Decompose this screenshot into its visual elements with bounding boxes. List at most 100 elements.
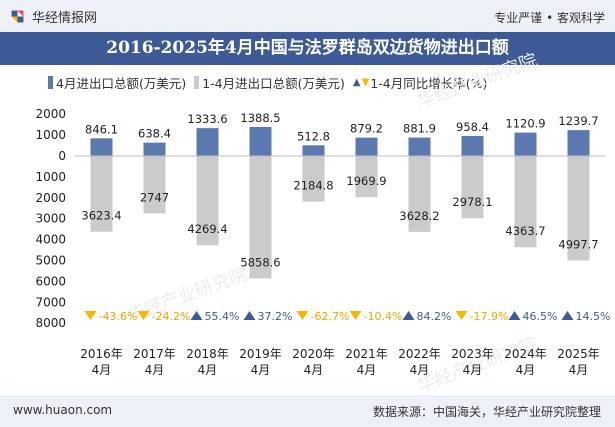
growth-label: -24.2% xyxy=(152,310,191,323)
data-label-cumulative: 2747 xyxy=(140,190,169,204)
down-triangle-icon: ▼ xyxy=(361,77,370,88)
data-label-cumulative: 2184.8 xyxy=(293,179,333,193)
y-tick-label: 6000 xyxy=(35,274,66,288)
category-label: 2025年 4月 xyxy=(557,347,600,377)
y-tick-label: 5000 xyxy=(35,254,66,268)
chart-area: 华经产业研究院华经产业研究院华经产业研究院2000100001000200030… xyxy=(35,50,611,395)
bar-cumulative xyxy=(408,156,431,232)
data-label-cumulative: 4997.7 xyxy=(558,237,598,251)
growth-label: 37.2% xyxy=(258,310,293,323)
bar-cumulative xyxy=(567,156,590,261)
growth-label: -43.6% xyxy=(99,310,138,323)
category-label: 2017年 4月 xyxy=(133,347,176,377)
bar-april xyxy=(461,135,484,156)
legend-item-cumulative[interactable]: 1-4月进出口总额(万美元) xyxy=(194,73,345,92)
category-label: 2022年 4月 xyxy=(398,347,441,377)
legend-label-april: 4月进出口总额(万美元) xyxy=(56,76,187,91)
bar-april xyxy=(196,128,219,156)
bar-april xyxy=(90,138,113,156)
category-label: 2021年 4月 xyxy=(345,347,388,377)
data-label-april: 1333.6 xyxy=(187,112,227,126)
data-label-april: 512.8 xyxy=(297,129,330,143)
legend-label-cumulative: 1-4月进出口总额(万美元) xyxy=(202,76,345,91)
growth-label: -10.4% xyxy=(364,310,403,323)
bar-cumulative xyxy=(461,156,484,219)
data-label-april: 1388.5 xyxy=(240,111,280,125)
y-tick-label: 0 xyxy=(58,149,66,163)
growth-down-marker xyxy=(84,311,97,320)
growth-label: 55.4% xyxy=(205,310,240,323)
data-label-april: 1239.7 xyxy=(558,114,598,128)
bar-cumulative xyxy=(302,156,325,202)
legend-item-april[interactable]: 4月进出口总额(万美元) xyxy=(48,73,186,92)
bar-april xyxy=(355,137,378,156)
bar-april xyxy=(514,132,537,156)
top-bar: 华经情报网 专业严谨 • 客观科学 xyxy=(0,0,615,32)
growth-up-marker xyxy=(402,311,415,320)
data-label-cumulative: 3623.4 xyxy=(81,209,121,223)
y-tick-label: 1000 xyxy=(35,128,66,142)
category-label: 2018年 4月 xyxy=(186,347,229,377)
data-label-cumulative: 4363.7 xyxy=(505,224,545,238)
y-tick-label: 8000 xyxy=(35,316,66,330)
legend-swatch-april xyxy=(48,76,53,89)
bar-april xyxy=(249,126,272,156)
data-label-april: 846.1 xyxy=(85,122,118,136)
growth-label: 46.5% xyxy=(523,310,558,323)
brand-name: 华经情报网 xyxy=(32,11,98,26)
growth-up-marker xyxy=(243,311,256,320)
up-triangle-icon: ▲ xyxy=(352,77,361,88)
growth-label: 84.2% xyxy=(417,310,452,323)
watermark: 华经产业研究院 xyxy=(415,50,541,113)
legend: 4月进出口总额(万美元) 1-4月进出口总额(万美元) ▲ ▼ 1-4月同比增长… xyxy=(48,73,495,92)
bar-april xyxy=(567,130,590,156)
growth-up-marker xyxy=(561,311,574,320)
bar-april xyxy=(408,137,431,156)
growth-label: -17.9% xyxy=(470,310,509,323)
growth-up-marker xyxy=(190,311,203,320)
data-label-april: 879.2 xyxy=(350,122,383,136)
legend-item-growth[interactable]: ▲ ▼ 1-4月同比增长率(%) xyxy=(353,73,487,92)
data-label-cumulative: 2978.1 xyxy=(452,195,492,209)
data-label-cumulative: 3628.2 xyxy=(399,209,439,223)
growth-down-marker xyxy=(455,311,468,320)
brand[interactable]: 华经情报网 xyxy=(9,7,97,26)
growth-down-marker xyxy=(349,311,362,320)
bar-april xyxy=(143,142,166,156)
bar-cumulative xyxy=(249,156,272,279)
tagline: 专业严谨 • 客观科学 xyxy=(494,11,605,25)
category-label: 2019年 4月 xyxy=(239,347,282,377)
category-label: 2016年 4月 xyxy=(80,347,123,377)
data-label-april: 881.9 xyxy=(403,122,436,136)
data-label-cumulative: 5858.6 xyxy=(240,255,280,269)
footer-url[interactable]: www.huaon.com xyxy=(13,403,113,417)
footer: www.huaon.com 数据来源：中国海关，华经产业研究院整理 xyxy=(0,395,615,427)
footer-source: 数据来源：中国海关，华经产业研究院整理 xyxy=(372,405,601,419)
bar-cumulative xyxy=(514,156,537,248)
bar-cumulative xyxy=(90,156,113,232)
bar-cumulative xyxy=(196,156,219,246)
y-tick-label: 2000 xyxy=(35,107,66,121)
data-label-april: 958.4 xyxy=(456,120,489,134)
legend-label-growth: 1-4月同比增长率(%) xyxy=(370,76,488,91)
huajing-logo-icon xyxy=(11,10,24,23)
bar-cumulative xyxy=(143,156,166,214)
growth-label: 14.5% xyxy=(576,310,611,323)
y-tick-label: 7000 xyxy=(35,295,66,309)
y-tick-label: 1000 xyxy=(35,170,66,184)
legend-swatch-cumulative xyxy=(194,76,200,89)
category-label: 2024年 4月 xyxy=(504,347,547,377)
chart-title: 2016-2025年4月中国与法罗群岛双边货物进出口额 xyxy=(0,32,615,65)
growth-up-marker xyxy=(508,311,521,320)
data-label-cumulative: 1969.9 xyxy=(346,174,386,188)
data-label-cumulative: 4269.4 xyxy=(187,222,227,236)
growth-down-marker xyxy=(296,311,309,320)
category-label: 2020年 4月 xyxy=(292,347,335,377)
bar-april xyxy=(302,145,325,156)
growth-label: -62.7% xyxy=(311,310,350,323)
category-label: 2023年 4月 xyxy=(451,347,494,377)
data-label-april: 1120.9 xyxy=(505,117,545,131)
y-tick-label: 2000 xyxy=(35,191,66,205)
y-tick-label: 4000 xyxy=(35,233,66,247)
